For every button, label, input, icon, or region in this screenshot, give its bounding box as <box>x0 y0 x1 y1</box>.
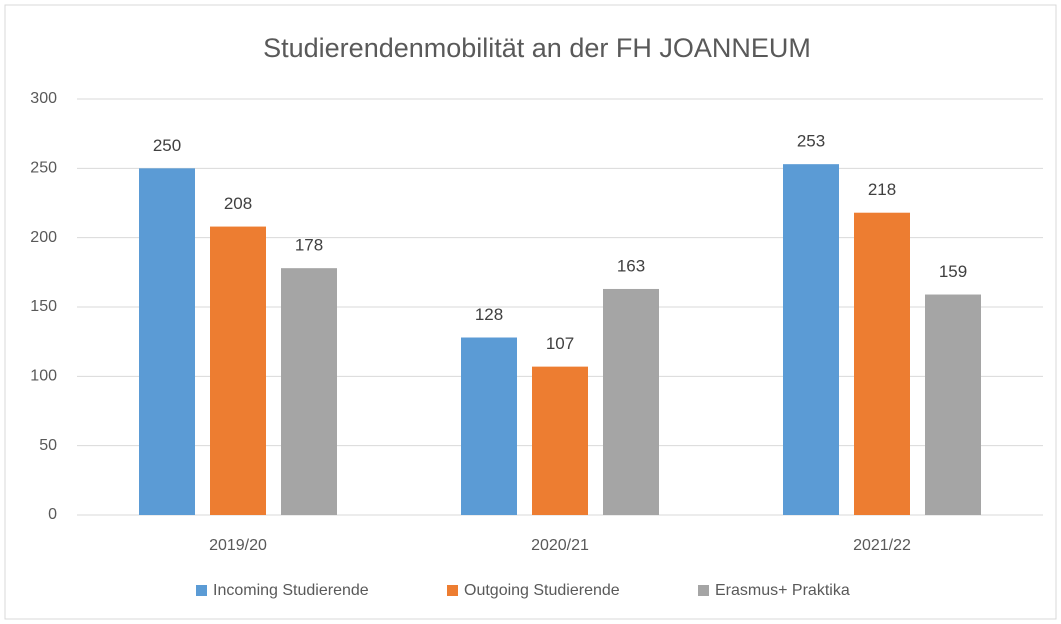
data-label: 107 <box>546 334 574 353</box>
y-tick-label: 300 <box>30 90 57 107</box>
bar <box>532 366 588 515</box>
bar <box>854 212 910 515</box>
y-tick-label: 250 <box>30 160 57 177</box>
data-label: 218 <box>868 180 896 199</box>
legend-label: Erasmus+ Praktika <box>715 582 850 599</box>
data-label: 128 <box>475 305 503 324</box>
y-tick-label: 100 <box>30 368 57 385</box>
y-tick-label: 200 <box>30 229 57 246</box>
legend-swatch <box>447 585 458 596</box>
chart-title: Studierendenmobilität an der FH JOANNEUM <box>263 33 811 63</box>
bar <box>603 288 659 515</box>
data-label: 253 <box>797 132 825 151</box>
data-label: 250 <box>153 136 181 155</box>
x-tick-label: 2019/20 <box>209 537 267 554</box>
data-label: 208 <box>224 194 252 213</box>
data-label: 159 <box>939 262 967 281</box>
x-tick-label: 2021/22 <box>853 537 911 554</box>
bar <box>783 164 839 515</box>
data-label: 178 <box>295 236 323 255</box>
data-label: 163 <box>617 256 645 275</box>
bar <box>139 168 195 516</box>
y-tick-label: 50 <box>39 437 57 454</box>
legend-swatch <box>698 585 709 596</box>
bar <box>210 226 266 515</box>
legend-swatch <box>196 585 207 596</box>
bar <box>461 337 517 515</box>
y-tick-label: 150 <box>30 298 57 315</box>
legend-label: Incoming Studierende <box>213 582 369 599</box>
bar <box>281 268 337 515</box>
y-tick-label: 0 <box>48 506 57 523</box>
legend-label: Outgoing Studierende <box>464 582 620 599</box>
bar <box>925 294 981 515</box>
x-tick-label: 2020/21 <box>531 537 589 554</box>
